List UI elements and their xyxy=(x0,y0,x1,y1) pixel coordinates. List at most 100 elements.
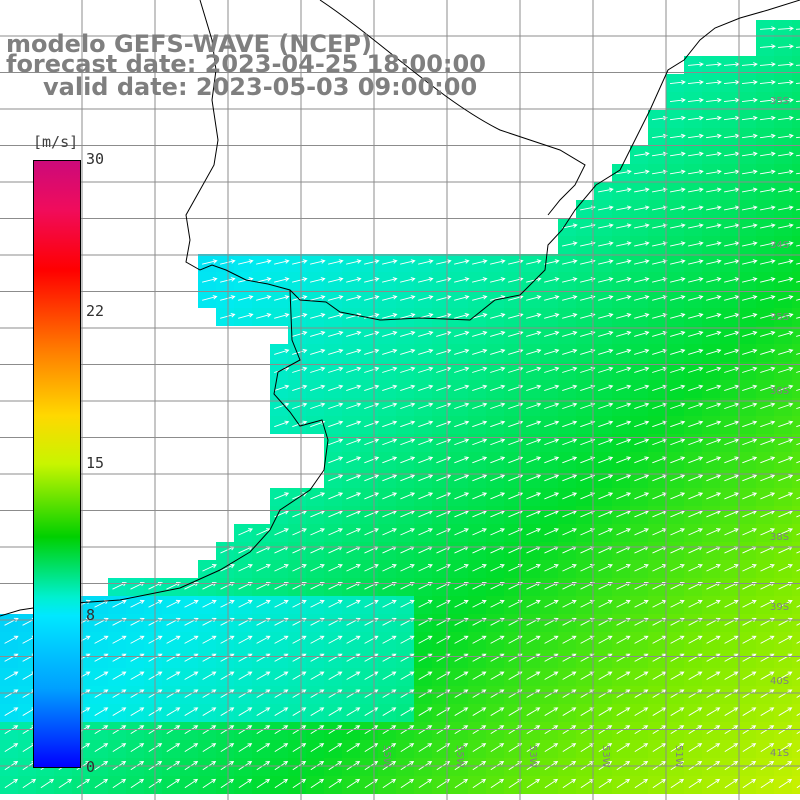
wind-arrow xyxy=(238,312,254,319)
wind-arrow xyxy=(490,635,505,644)
wind-arrow xyxy=(310,689,325,698)
wind-arrow xyxy=(490,564,505,572)
wind-arrow xyxy=(796,244,800,247)
wind-arrow xyxy=(760,707,775,716)
wind-arrow xyxy=(346,402,362,410)
wind-arrow xyxy=(669,169,686,175)
wind-arrow xyxy=(670,474,686,482)
wind-speed-cell xyxy=(792,290,800,308)
wind-arrow xyxy=(292,528,308,536)
wind-arrow xyxy=(526,689,541,698)
wind-arrow xyxy=(777,26,794,31)
wind-arrow xyxy=(706,312,722,319)
wind-arrow xyxy=(436,330,452,337)
wind-arrow xyxy=(598,492,614,500)
wind-arrow xyxy=(544,743,559,753)
wind-arrow xyxy=(724,420,740,428)
wind-arrow xyxy=(760,241,776,247)
wind-arrow xyxy=(526,295,542,301)
wind-arrow xyxy=(580,689,595,698)
wind-arrow xyxy=(760,689,775,698)
wind-arrow xyxy=(760,259,776,265)
wind-arrow xyxy=(256,743,271,753)
wind-arrow xyxy=(634,456,650,464)
wind-arrow xyxy=(382,599,397,608)
wind-arrow xyxy=(472,402,488,410)
longitude-label: 53W xyxy=(527,745,538,768)
wind-arrow xyxy=(742,205,758,211)
wind-arrow xyxy=(634,778,649,789)
wind-arrow xyxy=(796,334,800,337)
wind-speed-cell xyxy=(792,362,800,380)
wind-arrow xyxy=(346,743,361,753)
wind-arrow xyxy=(670,187,686,193)
wind-arrow xyxy=(418,778,433,789)
wind-arrow xyxy=(598,366,614,373)
wind-arrow xyxy=(706,295,722,301)
wind-arrow xyxy=(634,635,649,644)
wind-arrow xyxy=(778,420,794,428)
wind-arrow xyxy=(562,474,578,482)
wind-arrow xyxy=(760,671,775,680)
wind-arrow xyxy=(778,295,794,301)
wind-arrow xyxy=(598,743,613,753)
wind-arrow xyxy=(472,348,488,355)
wind-arrow xyxy=(454,384,470,391)
wind-arrow xyxy=(634,348,650,355)
wind-arrow xyxy=(778,635,793,644)
wind-arrow xyxy=(796,641,800,644)
wind-arrow xyxy=(472,420,488,428)
wind-arrow xyxy=(364,474,380,482)
wind-arrow xyxy=(292,277,308,283)
longitude-label: 55W xyxy=(454,745,465,768)
wind-arrow xyxy=(364,564,379,572)
wind-arrow xyxy=(742,707,757,716)
wind-arrow xyxy=(364,778,379,789)
wind-arrow xyxy=(292,295,308,301)
wind-arrow xyxy=(238,564,253,572)
wind-arrow xyxy=(490,689,505,698)
wind-arrow xyxy=(328,259,344,265)
wind-arrow xyxy=(742,743,757,753)
wind-arrow xyxy=(688,348,704,355)
wind-arrow xyxy=(346,366,362,373)
wind-arrow xyxy=(544,707,559,716)
wind-arrow xyxy=(778,743,793,753)
wind-arrow xyxy=(796,514,800,518)
wind-arrow xyxy=(166,743,181,753)
wind-arrow xyxy=(598,599,613,608)
wind-arrow xyxy=(705,115,722,121)
wind-arrow xyxy=(760,528,776,536)
wind-arrow xyxy=(256,259,272,265)
wind-arrow xyxy=(472,259,488,265)
wind-arrow xyxy=(256,312,272,319)
wind-arrow xyxy=(472,635,487,644)
wind-arrow xyxy=(292,348,308,355)
wind-arrow xyxy=(742,223,758,229)
wind-arrow xyxy=(526,778,541,789)
wind-arrow xyxy=(688,492,704,500)
wind-arrow xyxy=(724,456,740,464)
wind-arrow xyxy=(742,384,758,391)
wind-arrow xyxy=(724,778,739,789)
wind-arrow xyxy=(328,312,344,319)
wind-arrow xyxy=(526,635,541,644)
wind-arrow xyxy=(400,420,416,428)
wind-arrow xyxy=(742,438,758,446)
wind-arrow xyxy=(436,438,452,446)
wind-arrow xyxy=(795,118,800,121)
wind-arrow xyxy=(436,312,452,319)
wind-arrow xyxy=(742,348,758,355)
wind-arrow xyxy=(724,474,740,482)
wind-arrow xyxy=(292,366,308,373)
wind-arrow xyxy=(777,115,794,121)
wind-arrow xyxy=(687,133,704,139)
wind-arrow xyxy=(382,330,398,337)
wind-arrow xyxy=(598,420,614,428)
wind-arrow xyxy=(454,528,470,536)
wind-arrow xyxy=(778,223,794,229)
wind-arrow xyxy=(382,348,398,355)
wind-arrow xyxy=(634,564,649,572)
wind-arrow xyxy=(670,564,685,572)
